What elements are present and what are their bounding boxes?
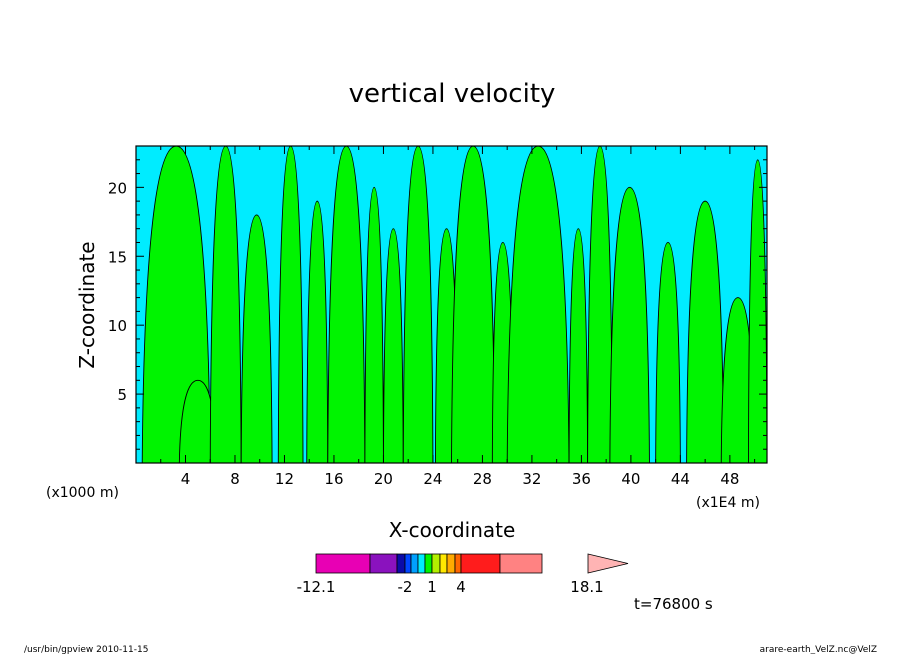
x-axis-label: X-coordinate	[389, 518, 516, 542]
x-tick-label: 32	[522, 470, 541, 488]
y-tick-label: 10	[108, 317, 127, 335]
chart-title: vertical velocity	[349, 79, 556, 109]
x-tick-label: 12	[275, 470, 294, 488]
contour-region-8	[364, 186, 384, 463]
colorbar-segment	[369, 553, 398, 574]
x-tick-label: 44	[671, 470, 690, 488]
colorbar-segment	[499, 553, 543, 574]
colorbar-segment	[404, 553, 412, 574]
contour-region-9	[383, 228, 404, 463]
colorbar-tick-label: -2	[398, 578, 413, 596]
colorbar-segment	[454, 553, 462, 574]
colorbar-segment	[446, 553, 456, 574]
y-tick-label: 5	[117, 386, 127, 404]
y-axis-ticks: 5 10 15 20	[108, 159, 767, 450]
contour-region-15	[568, 228, 589, 463]
x-unit-left: (x1000 m)	[46, 485, 119, 501]
x-tick-label: 20	[374, 470, 393, 488]
y-axis-label: Z-coordinate	[75, 241, 99, 368]
colorbar-segment	[460, 553, 501, 574]
time-label: t=76800 s	[634, 595, 713, 613]
x-tick-label: 48	[720, 470, 739, 488]
footer-left: /usr/bin/gpview 2010-11-15	[24, 645, 148, 654]
x-tick-label: 16	[324, 470, 343, 488]
contour-region-18	[655, 242, 681, 463]
colorbar-tick-label: 1	[427, 578, 437, 596]
x-tick-label: 36	[572, 470, 591, 488]
colorbar-tick-label: -12.1	[297, 578, 336, 596]
x-axis-ticks: 4 8 12 16 20 24 28 32 36 40 44 48	[160, 146, 756, 488]
y-tick-label: 20	[108, 179, 127, 197]
colorbar-segment	[439, 553, 448, 574]
colorbar-tick-label: 18.1	[570, 578, 603, 596]
contour-region-4	[240, 214, 273, 463]
x-tick-label: 24	[423, 470, 442, 488]
colorbar-tick-label: 4	[456, 578, 466, 596]
colorbar-arrow	[587, 553, 629, 574]
contour-region-6	[306, 200, 329, 463]
footer-right: arare-earth_VelZ.nc@VelZ	[760, 645, 877, 654]
colorbar-labels: -12.1 -2 1 4 18.1	[297, 578, 604, 596]
colorbar-segment	[424, 553, 433, 574]
contour-region-17	[609, 186, 650, 463]
colorbar-segment	[410, 553, 419, 574]
contour-region-19	[686, 200, 725, 463]
colorbar	[315, 553, 629, 574]
x-tick-label: 8	[230, 470, 240, 488]
x-tick-label: 4	[181, 470, 191, 488]
x-tick-label: 40	[621, 470, 640, 488]
colorbar-segment	[315, 553, 371, 574]
colorbar-segment	[417, 553, 426, 574]
plot-frame	[135, 145, 768, 464]
plot-area	[136, 146, 767, 463]
colorbar-segment	[396, 553, 406, 574]
y-tick-label: 15	[108, 248, 127, 266]
contour-regions	[141, 146, 767, 463]
x-tick-label: 28	[473, 470, 492, 488]
x-unit-right: (x1E4 m)	[696, 495, 760, 511]
colorbar-segment	[431, 553, 441, 574]
